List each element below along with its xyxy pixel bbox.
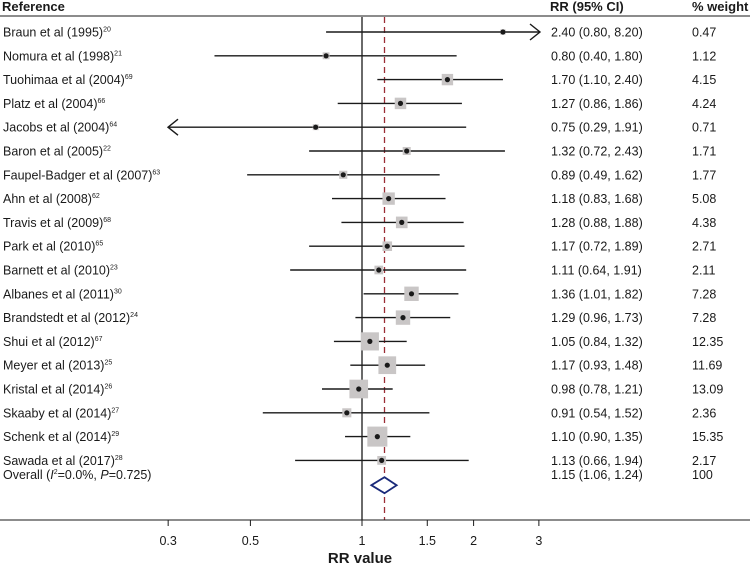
- ci-arrow-left: [166, 118, 179, 136]
- study-weight: 1.12: [692, 49, 716, 63]
- study-label: Barnett et al (2010)23: [3, 264, 118, 278]
- study-weight: 7.28: [692, 311, 716, 325]
- study-label: Baron et al (2005)22: [3, 145, 111, 159]
- study-label: Faupel-Badger et al (2007)63: [3, 168, 160, 182]
- study-rr-ci: 1.28 (0.88, 1.88): [551, 216, 643, 230]
- study-rr-ci: 1.29 (0.96, 1.73): [551, 311, 643, 325]
- study-weight: 1.77: [692, 168, 716, 182]
- point-estimate: [323, 53, 329, 59]
- point-estimate: [376, 267, 382, 273]
- overall-label: Overall (I2=0.0%, P=0.725): [3, 468, 151, 482]
- point-estimate: [386, 196, 392, 202]
- study-label: Platz et al (2004)66: [3, 97, 105, 111]
- study-rr-ci: 1.17 (0.72, 1.89): [551, 240, 643, 254]
- study-label: Schenk et al (2014)29: [3, 430, 119, 444]
- point-estimate: [344, 410, 350, 416]
- point-estimate: [367, 338, 373, 344]
- overall-diamond: [369, 476, 399, 495]
- study-rr-ci: 1.27 (0.86, 1.86): [551, 97, 643, 111]
- overall-weight: 100: [692, 468, 713, 482]
- point-estimate: [444, 77, 451, 83]
- study-rr-ci: 1.10 (0.90, 1.35): [551, 430, 643, 444]
- study-label: Brandstedt et al (2012)24: [3, 311, 138, 325]
- study-rr-ci: 1.36 (1.01, 1.82): [551, 287, 643, 301]
- study-weight: 7.28: [692, 287, 716, 301]
- study-label: Kristal et al (2014)26: [3, 383, 112, 397]
- point-estimate: [404, 148, 410, 154]
- study-weight: 0.47: [692, 26, 716, 40]
- overall-diamond-shape: [369, 476, 399, 495]
- study-weight: 13.09: [692, 383, 723, 397]
- study-weight: 15.35: [692, 430, 723, 444]
- point-estimate: [400, 315, 406, 321]
- study-rr-ci: 1.17 (0.93, 1.48): [551, 359, 643, 373]
- study-rr-ci: 1.11 (0.64, 1.91): [551, 264, 642, 278]
- study-label: Braun et al (1995)20: [3, 26, 111, 40]
- study-weight: 5.08: [692, 192, 716, 206]
- x-tick-label: 0.3: [159, 534, 176, 548]
- point-estimate: [313, 124, 319, 130]
- study-weight: 4.15: [692, 73, 716, 87]
- point-estimate: [384, 243, 390, 249]
- study-weight: 11.69: [692, 359, 722, 373]
- study-label: Albanes et al (2011)30: [3, 287, 122, 301]
- point-estimate: [356, 386, 362, 392]
- study-weight: 4.38: [692, 216, 716, 230]
- study-label: Jacobs et al (2004)64: [3, 121, 117, 135]
- study-weight: 2.11: [692, 264, 715, 278]
- x-tick-label: 2: [470, 534, 477, 548]
- x-axis-title: RR value: [328, 550, 392, 567]
- study-label: Park et al (2010)65: [3, 240, 103, 254]
- point-estimate: [384, 362, 390, 368]
- x-tick-label: 3: [535, 534, 542, 548]
- x-tick-label: 1: [359, 534, 366, 548]
- point-estimate: [379, 457, 385, 463]
- study-label: Meyer et al (2013)25: [3, 359, 112, 373]
- study-weight: 12.35: [692, 335, 723, 349]
- study-label: Tuohimaa et al (2004)69: [3, 73, 133, 87]
- study-weight: 4.24: [692, 97, 716, 111]
- study-rr-ci: 1.70 (1.10, 2.40): [551, 73, 643, 87]
- point-estimate: [397, 100, 404, 106]
- x-axis-ticks: 0.3 0.5 1 1.5 2 3: [159, 520, 542, 548]
- study-rr-ci: 0.91 (0.54, 1.52): [551, 406, 643, 420]
- study-label: Skaaby et al (2014)27: [3, 406, 119, 420]
- study-rr-ci: 0.80 (0.40, 1.80): [551, 49, 643, 63]
- study-label: Sawada et al (2017)28: [3, 454, 123, 468]
- ci-arrow-right: [529, 23, 542, 41]
- point-estimate: [340, 172, 346, 178]
- study-rr-ci: 0.75 (0.29, 1.91): [551, 121, 643, 135]
- study-weight: 0.71: [692, 121, 716, 135]
- study-weight: 2.36: [692, 406, 716, 420]
- study-rr-ci: 0.89 (0.49, 1.62): [551, 168, 643, 182]
- study-label: Nomura et al (1998)21: [3, 49, 122, 63]
- point-estimate: [399, 219, 405, 225]
- study-rr-ci: 1.32 (0.72, 2.43): [551, 145, 643, 159]
- point-estimate: [374, 434, 380, 440]
- study-rr-ci: 2.40 (0.80, 8.20): [551, 26, 643, 40]
- study-weight: 2.71: [692, 240, 716, 254]
- x-tick-label: 0.5: [242, 534, 259, 548]
- x-tick-label: 1.5: [419, 534, 436, 548]
- study-marks: [166, 23, 542, 465]
- point-estimate: [408, 291, 415, 297]
- study-label: Shui et al (2012)67: [3, 335, 103, 349]
- header-weight: % weight: [692, 0, 749, 14]
- study-rr-ci: 1.13 (0.66, 1.94): [551, 454, 643, 468]
- study-rr-ci: 1.05 (0.84, 1.32): [551, 335, 643, 349]
- study-weight: 1.71: [692, 145, 716, 159]
- study-label: Travis et al (2009)68: [3, 216, 111, 230]
- overall-rr-ci: 1.15 (1.06, 1.24): [551, 468, 643, 482]
- header-rr-ci: RR (95% CI): [550, 0, 624, 14]
- header-reference: Reference: [2, 0, 65, 14]
- study-weight: 2.17: [692, 454, 716, 468]
- study-rows: Braun et al (1995)20 2.40 (0.80, 8.20) 0.4…: [3, 26, 723, 468]
- study-label: Ahn et al (2008)62: [3, 192, 100, 206]
- study-rr-ci: 1.18 (0.83, 1.68): [551, 192, 643, 206]
- study-rr-ci: 0.98 (0.78, 1.21): [551, 383, 643, 397]
- point-estimate: [500, 29, 506, 35]
